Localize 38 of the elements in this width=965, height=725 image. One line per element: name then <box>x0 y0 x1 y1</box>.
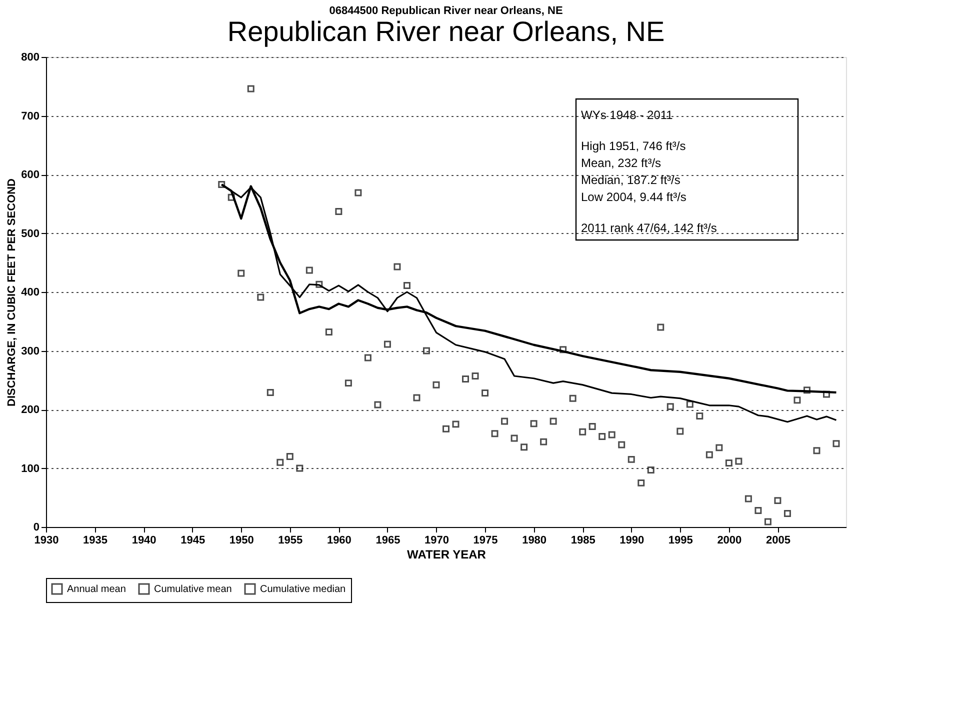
legend-label: Cumulative mean <box>154 584 232 595</box>
x-tick-label: 2000 <box>717 534 742 546</box>
x-tick-label: 1955 <box>278 534 303 546</box>
y-tick-label: 600 <box>21 169 40 181</box>
x-tick-label: 1945 <box>180 534 206 546</box>
y-tick-label: 100 <box>21 462 40 475</box>
annotation: High 1951, 746 ft³/s <box>581 139 686 153</box>
annotation: Low 2004, 9.44 ft³/s <box>581 190 686 204</box>
annotation: 2011 rank 47/64, 142 ft³/s <box>581 221 717 235</box>
y-tick-label: 800 <box>21 52 40 64</box>
x-tick-label: 1970 <box>424 534 449 546</box>
x-tick-label: 1975 <box>473 534 498 546</box>
x-tick-label: 1990 <box>620 534 644 546</box>
chart-subtitle: Republican River near Orleans, NE <box>227 16 665 47</box>
annotation: Mean, 232 ft³/s <box>581 156 662 170</box>
x-tick-label: 1935 <box>83 534 108 546</box>
x-tick-label: 1980 <box>522 534 547 546</box>
chart-title: 06844500 Republican River near Orleans, NE <box>329 5 563 17</box>
annotation: Median, 187.2 ft³/s <box>581 173 680 187</box>
y-tick-label: 0 <box>33 522 40 534</box>
x-tick-label: 2005 <box>766 534 790 546</box>
y-tick-label: 300 <box>21 345 40 358</box>
y-tick-label: 700 <box>21 110 40 122</box>
x-tick-label: 1940 <box>132 534 156 546</box>
legend-label: Cumulative median <box>260 584 346 595</box>
x-tick-label: 1965 <box>376 534 400 546</box>
x-tick-label: 1960 <box>326 534 352 546</box>
y-tick-label: 500 <box>21 228 40 240</box>
y-axis-title: DISCHARGE, IN CUBIC FEET PER SECOND <box>6 178 18 406</box>
y-tick-label: 400 <box>21 286 40 298</box>
legend-label: Annual mean <box>67 584 126 595</box>
x-tick-label: 1985 <box>570 534 596 546</box>
x-tick-label: 1950 <box>229 534 254 546</box>
x-tick-label: 1930 <box>34 534 59 546</box>
annotation: WYs 1948 - 2011 <box>581 108 674 122</box>
x-axis-title: WATER YEAR <box>407 548 486 562</box>
y-tick-label: 200 <box>21 404 40 416</box>
x-tick-label: 1995 <box>668 534 693 546</box>
